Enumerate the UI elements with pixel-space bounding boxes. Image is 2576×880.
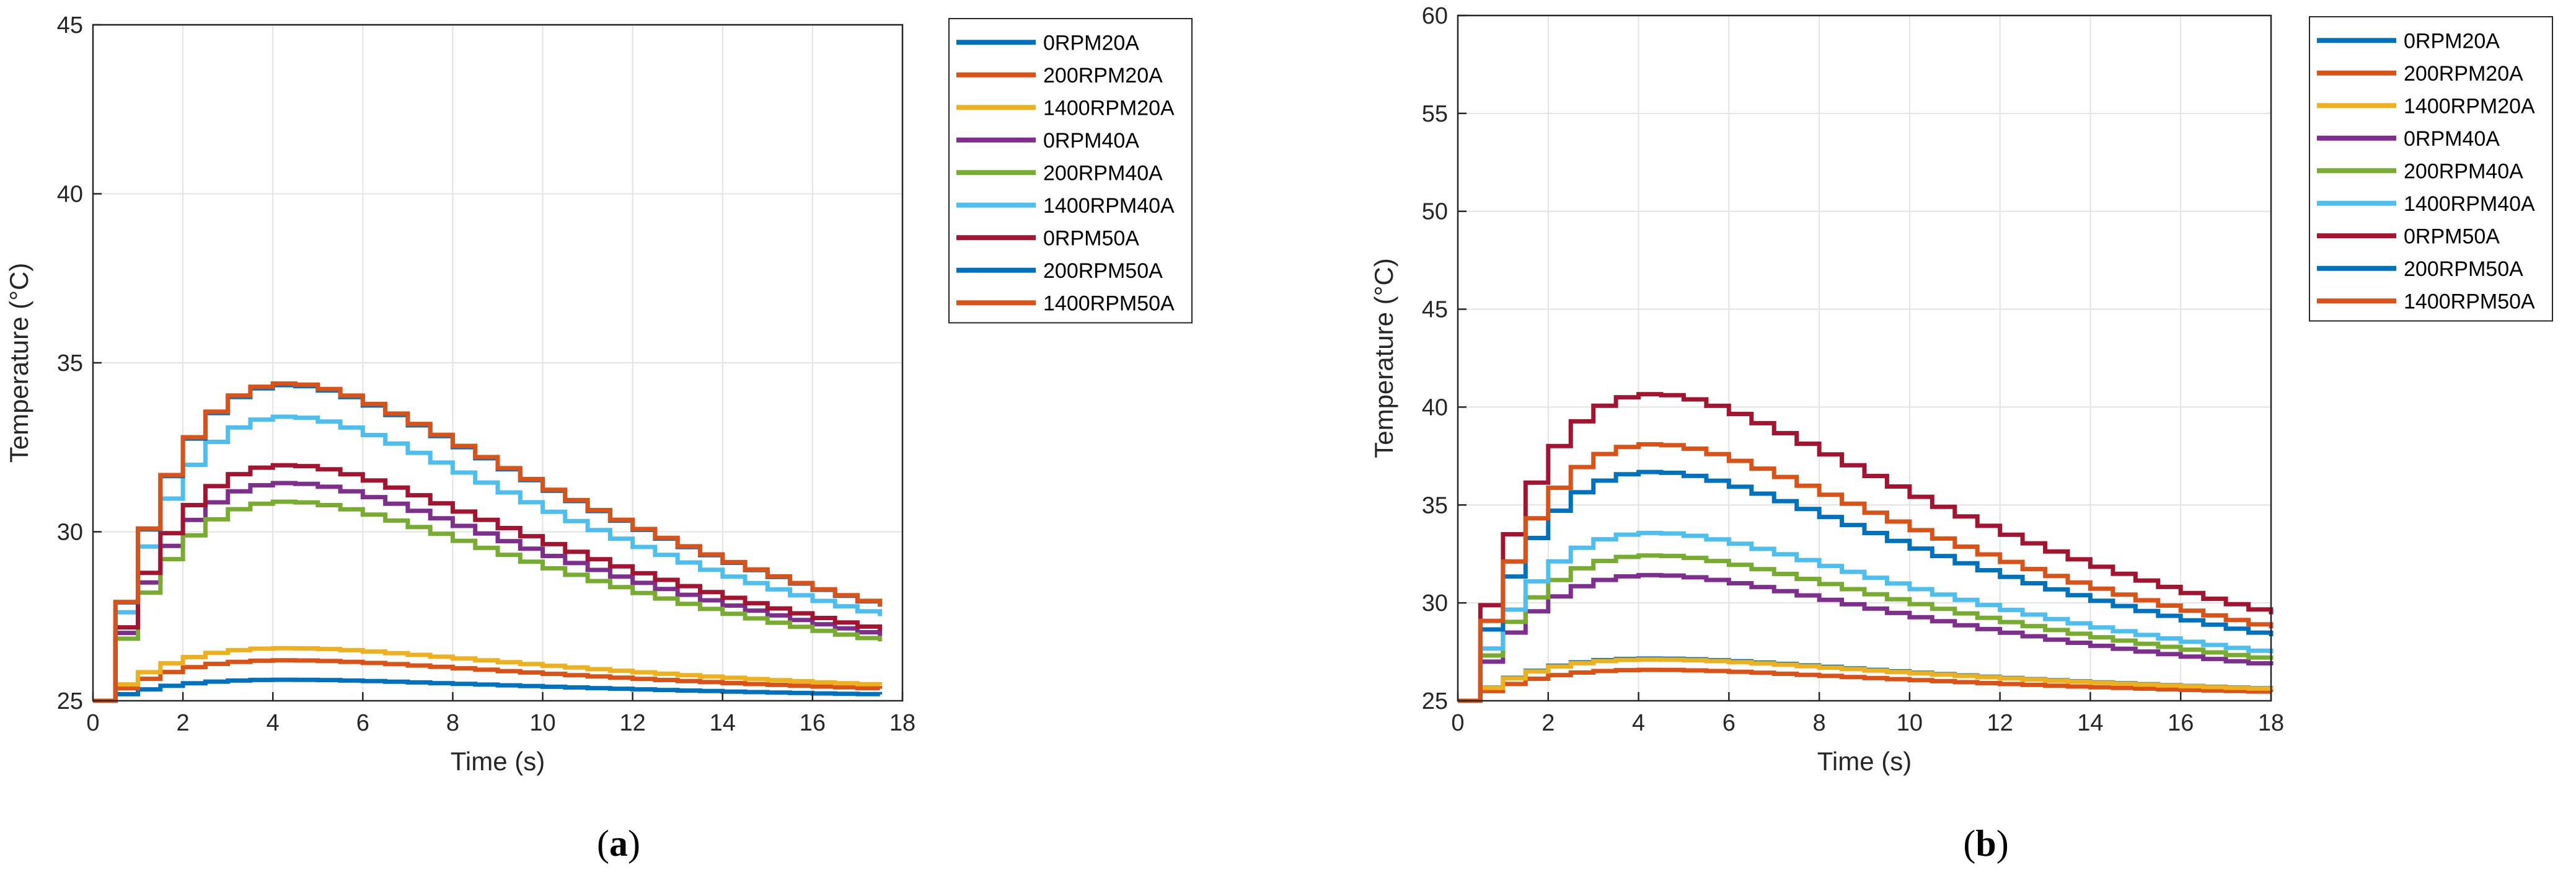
chart-b: 0 2 4 6 8 10 12 14 16 18 25 30 35 40 45 50 55 60 Time (s) T…: [1369, 3, 2553, 776]
chart-a-xtick-label-4: 8: [446, 710, 459, 736]
chart-a-ytick-label-1: 30: [57, 520, 83, 546]
chart-a-ylabel: Temperature (°C): [4, 263, 33, 463]
chart-a-legend-label-2: 1400RPM20A: [1043, 96, 1175, 120]
chart-a-legend-label-6: 0RPM50A: [1043, 226, 1139, 250]
chart-a-xtick-label-2: 4: [267, 710, 280, 736]
chart-a-xtick-label-9: 18: [889, 710, 915, 736]
chart-b-xtick-label-8: 16: [2168, 710, 2194, 736]
chart-b-xtick-label-6: 12: [1987, 710, 2013, 736]
chart-a-xtick-label-0: 0: [86, 710, 99, 736]
chart-a-series-group: [93, 381, 883, 703]
chart-b-xtick-label-4: 8: [1813, 710, 1826, 736]
chart-a-ytick-label-0: 25: [57, 688, 83, 714]
chart-b-legend-label-3: 0RPM40A: [2404, 127, 2500, 151]
chart-a-ytick-label-2: 35: [57, 350, 83, 376]
caption-a: (a): [597, 823, 640, 864]
chart-a-xtick-label-3: 6: [356, 710, 369, 736]
chart-a-ytick-label-3: 40: [57, 182, 83, 208]
chart-b-ylabel: Temperature (°C): [1369, 258, 1398, 458]
chart-b-series-1400RPM50A: [1458, 442, 2274, 703]
chart-b-legend-label-0: 0RPM20A: [2404, 29, 2500, 53]
caption-b-close: ): [1996, 823, 2009, 864]
chart-a-series-1400RPM20A: [93, 646, 883, 703]
caption-a-close: ): [628, 823, 640, 864]
chart-b-series-200RPM20A: [1458, 667, 2274, 703]
chart-b-plot-area: [1458, 16, 2271, 701]
chart-b-series-1400RPM20A: [1458, 657, 2274, 703]
chart-b-xtick-label-5: 10: [1897, 710, 1923, 736]
chart-b-series-200RPM50A: [1458, 469, 2274, 703]
chart-a-series-0RPM40A: [93, 481, 883, 703]
chart-b-xtick-label-0: 0: [1451, 710, 1464, 736]
chart-b-legend-label-6: 0RPM50A: [2404, 224, 2500, 248]
chart-b-series-200RPM40A: [1458, 553, 2274, 703]
chart-a-legend-label-3: 0RPM40A: [1043, 129, 1139, 153]
chart-b-xtick-label-9: 18: [2258, 710, 2284, 736]
chart-a-xtick-label-8: 16: [800, 710, 826, 736]
chart-a-xtick-label-5: 10: [529, 710, 555, 736]
caption-a-open: (: [597, 823, 609, 864]
caption-b-letter: b: [1975, 823, 1996, 864]
chart-a-series-1400RPM40A: [93, 414, 883, 703]
chart-b-ytick-label-2: 35: [1422, 492, 1448, 518]
chart-b-legend-label-1: 200RPM20A: [2404, 62, 2523, 86]
chart-b-xtick-label-2: 4: [1632, 710, 1645, 736]
chart-a-xtick-label-1: 2: [177, 710, 190, 736]
chart-b-axes-box: [1457, 14, 2272, 702]
chart-b-legend-label-4: 200RPM40A: [2404, 159, 2523, 183]
chart-b-legend-label-8: 1400RPM50A: [2404, 290, 2535, 313]
chart-a-legend-label-8: 1400RPM50A: [1043, 291, 1175, 315]
chart-b-ytick-label-5: 50: [1422, 199, 1448, 225]
caption-b-open: (: [1963, 823, 1975, 864]
chart-a-series-0RPM50A: [93, 463, 883, 703]
chart-b-legend-label-5: 1400RPM40A: [2404, 192, 2535, 216]
chart-a-series-200RPM40A: [93, 499, 883, 703]
chart-a-legend-label-5: 1400RPM40A: [1043, 194, 1175, 218]
chart-a: 0 2 4 6 8 10 12 14 16 18 25 30 35 40 45 Time (s) Tempera…: [4, 12, 1193, 776]
chart-a-legend: 0RPM20A 200RPM20A 1400RPM20A 0RPM40A 200RPM4…: [948, 18, 1193, 324]
chart-b-ytick-label-7: 60: [1422, 3, 1448, 29]
chart-a-series-0RPM20A: [93, 677, 883, 703]
chart-b-series-group: [1458, 392, 2274, 703]
chart-b-ytick-label-6: 55: [1422, 101, 1448, 127]
chart-b-legend-label-7: 200RPM50A: [2404, 257, 2523, 281]
chart-a-legend-label-1: 200RPM20A: [1043, 64, 1163, 87]
chart-b-xlabel: Time (s): [1817, 747, 1912, 776]
chart-b-ytick-label-4: 45: [1422, 297, 1448, 323]
chart-a-xlabel: Time (s): [451, 747, 545, 776]
chart-b-xtick-label-7: 14: [2077, 710, 2103, 736]
chart-a-ytick-label-4: 45: [57, 12, 83, 38]
chart-a-legend-label-4: 200RPM40A: [1043, 161, 1163, 185]
chart-b-series-1400RPM40A: [1458, 530, 2274, 703]
chart-b-ytick-label-0: 25: [1422, 688, 1448, 714]
chart-b-series-0RPM40A: [1458, 572, 2274, 703]
chart-b-xtick-label-1: 2: [1542, 710, 1555, 736]
chart-b-series-0RPM50A: [1458, 392, 2274, 703]
chart-b-legend: 0RPM20A 200RPM20A 1400RPM20A 0RPM40A 200RPM4…: [2309, 16, 2553, 322]
chart-b-ytick-label-1: 30: [1422, 590, 1448, 616]
caption-b: (b): [1963, 823, 2008, 864]
chart-a-legend-label-7: 200RPM50A: [1043, 259, 1163, 283]
chart-a-legend-label-0: 0RPM20A: [1043, 31, 1139, 55]
chart-b-ytick-label-3: 40: [1422, 394, 1448, 420]
caption-a-letter: a: [609, 823, 628, 864]
chart-b-xtick-label-3: 6: [1722, 710, 1736, 736]
chart-b-legend-label-2: 1400RPM20A: [2404, 94, 2535, 118]
chart-a-xtick-label-6: 12: [620, 710, 646, 736]
chart-a-series-200RPM20A: [93, 658, 883, 703]
chart-a-xtick-label-7: 14: [710, 710, 736, 736]
chart-a-series-1400RPM50A: [93, 381, 883, 703]
